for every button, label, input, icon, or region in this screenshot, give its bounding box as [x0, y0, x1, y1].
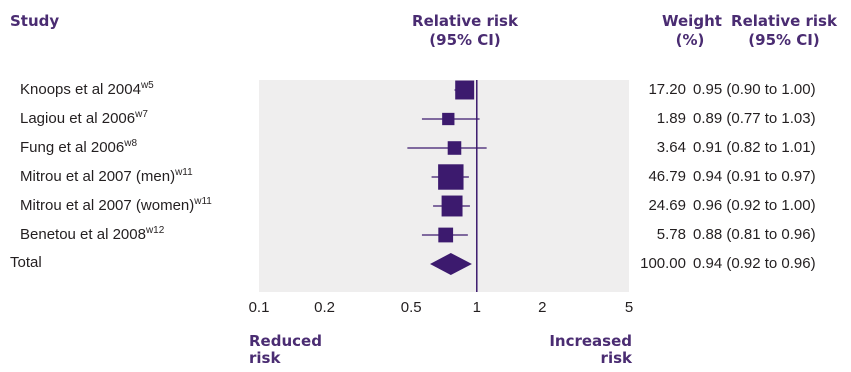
total-weight: 100.00 — [640, 255, 686, 272]
study-marker — [442, 112, 455, 126]
study-marker — [455, 80, 475, 100]
increased-risk-line2: risk — [600, 349, 632, 367]
study-reference: w12 — [145, 225, 165, 236]
increased-risk-line1: Increased — [549, 332, 632, 350]
weight-header-line2: (%) — [675, 31, 705, 49]
x-tick-label: 1 — [473, 299, 481, 316]
relative-risk-header-line1: Relative risk — [412, 12, 518, 30]
reduced-risk-label: Reduced risk — [249, 333, 322, 367]
x-tick-label: 5 — [625, 299, 633, 316]
study-marker — [438, 164, 464, 190]
study-ci: 0.95 (0.90 to 1.00) — [693, 81, 816, 98]
x-tick-label: 0.2 — [314, 299, 335, 316]
x-tick-label: 0.1 — [249, 299, 270, 316]
study-weight: 1.89 — [656, 110, 686, 127]
study-ci: 0.96 (0.92 to 1.00) — [693, 197, 816, 214]
weight-column-header: Weight (%) — [662, 12, 722, 50]
study-reference: w8 — [124, 138, 138, 149]
reduced-risk-line1: Reduced — [249, 332, 322, 350]
total-label: Total — [10, 254, 42, 271]
relative-risk-ci-header-line1: Relative risk — [731, 12, 837, 30]
study-weight: 24.69 — [648, 197, 686, 214]
total-ci: 0.94 (0.92 to 0.96) — [693, 255, 816, 272]
x-tick-label: 2 — [538, 299, 546, 316]
study-name: Benetou et al 2008w12 — [20, 225, 165, 243]
relative-risk-header-line2: (95% CI) — [429, 31, 501, 49]
study-ci: 0.89 (0.77 to 1.03) — [693, 110, 816, 127]
relative-risk-column-header: Relative risk (95% CI) — [380, 12, 550, 50]
study-reference: w5 — [140, 80, 154, 91]
study-reference: w11 — [175, 167, 193, 178]
relative-risk-ci-column-header: Relative risk (95% CI) — [723, 12, 845, 50]
study-ci: 0.88 (0.81 to 0.96) — [693, 226, 816, 243]
weight-header-line1: Weight — [662, 12, 722, 30]
study-reference: w11 — [194, 196, 212, 207]
study-weight: 46.79 — [648, 168, 686, 185]
study-reference: w7 — [135, 109, 148, 120]
reduced-risk-line2: risk — [249, 349, 281, 367]
x-tick-label: 0.5 — [401, 299, 422, 316]
study-name: Mitrou et al 2007 (women)w11 — [20, 196, 212, 214]
study-ci: 0.94 (0.91 to 0.97) — [693, 168, 816, 185]
relative-risk-ci-header-line2: (95% CI) — [748, 31, 820, 49]
increased-risk-label: Increased risk — [520, 333, 632, 367]
study-marker — [438, 227, 454, 243]
study-ci: 0.91 (0.82 to 1.01) — [693, 139, 816, 156]
study-name: Fung et al 2006w8 — [20, 138, 138, 156]
study-weight: 5.78 — [656, 226, 686, 243]
total-diamond — [430, 253, 472, 275]
study-column-header: Study — [10, 12, 60, 30]
study-weight: 17.20 — [648, 81, 686, 98]
study-weight: 3.64 — [656, 139, 686, 156]
study-marker — [447, 141, 462, 155]
study-name: Lagiou et al 2006w7 — [20, 109, 148, 127]
study-marker — [441, 195, 463, 217]
study-name: Mitrou et al 2007 (men)w11 — [20, 167, 193, 185]
study-name: Knoops et al 2004w5 — [20, 80, 154, 98]
